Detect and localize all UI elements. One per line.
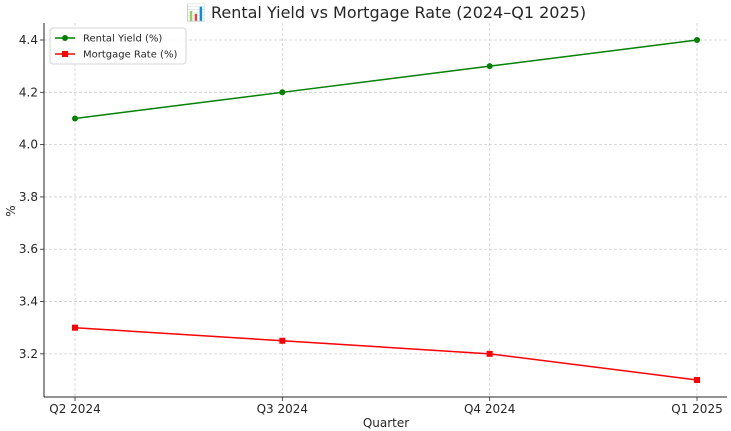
y-tick-label: 4.2 (19, 85, 38, 99)
series-layer (72, 37, 700, 383)
legend-label: Mortgage Rate (%) (83, 50, 177, 61)
y-tick-label: 3.4 (19, 295, 38, 309)
y-axis-label: % (4, 205, 18, 216)
series-line-1 (74, 326, 698, 381)
data-point (279, 337, 286, 344)
x-tick-label: Q3 2024 (257, 402, 308, 416)
series-line-0 (74, 39, 698, 120)
x-axis-ticks: Q2 2024 Q3 2024 Q4 2024 Q1 2025 (49, 397, 723, 416)
y-tick-label: 3.2 (19, 347, 38, 361)
y-tick-label: 4.0 (19, 138, 38, 152)
data-point (486, 350, 493, 357)
x-tick-label: Q1 2025 (671, 402, 722, 416)
x-axis-label: Quarter (363, 416, 409, 430)
legend-label: Rental Yield (%) (83, 34, 162, 45)
data-point (694, 37, 700, 43)
x-tick-label: Q2 2024 (49, 402, 100, 416)
y-tick-label: 3.8 (19, 190, 38, 204)
y-tick-label: 4.4 (19, 33, 38, 47)
legend-box (49, 27, 187, 65)
x-tick-label: Q4 2024 (464, 402, 515, 416)
legend-marker (62, 51, 68, 57)
data-point (72, 115, 78, 122)
data-point (279, 89, 286, 96)
axes (43, 23, 727, 398)
chart-title: 📊 Rental Yield vs Mortgage Rate (2024–Q1… (186, 3, 586, 22)
data-point (694, 377, 700, 383)
legend: Rental Yield (%) Mortgage Rate (%) (49, 27, 187, 65)
y-axis-ticks: 3.2 3.4 3.6 3.8 4.0 4.2 4.4 (19, 33, 44, 361)
y-tick-label: 3.6 (19, 242, 38, 256)
data-point (72, 324, 78, 331)
legend-marker (62, 35, 68, 41)
grid (44, 23, 727, 397)
data-point (486, 63, 493, 70)
